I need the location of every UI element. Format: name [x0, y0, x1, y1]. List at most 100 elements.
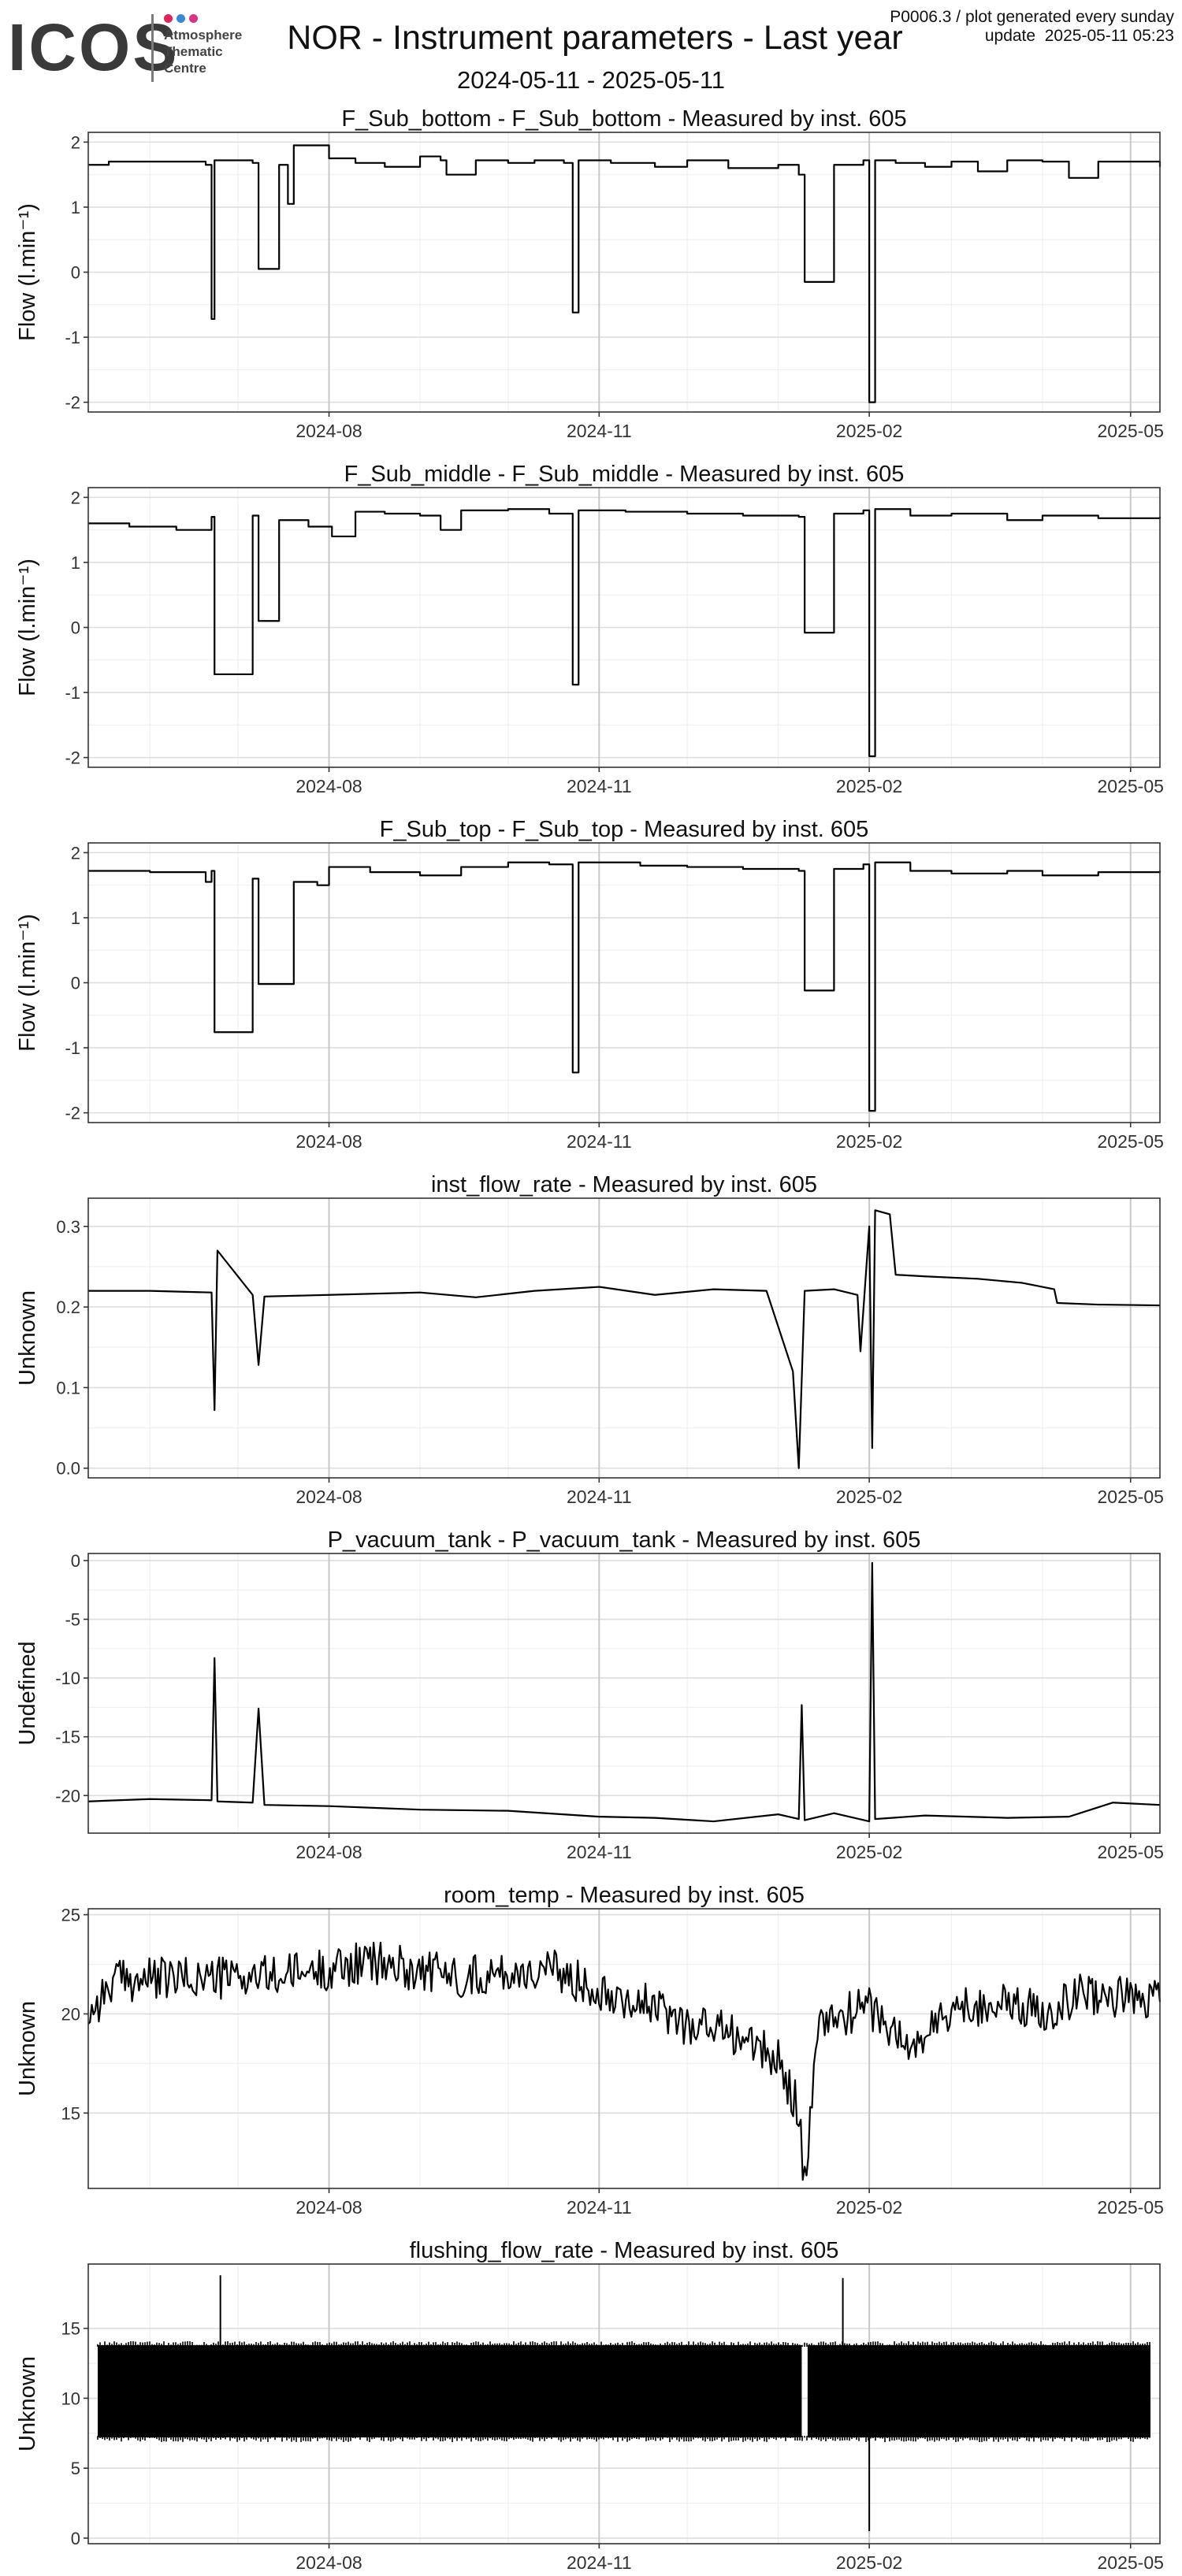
plot-border — [87, 1553, 1161, 1834]
chart-panel-1: F_Sub_bottom - F_Sub_bottom - Measured b… — [15, 106, 1164, 441]
chart-title: room_temp - Measured by inst. 605 — [444, 1883, 805, 1908]
y-tick-label: 1 — [71, 198, 80, 217]
chart-title: F_Sub_top - F_Sub_top - Measured by inst… — [380, 817, 869, 842]
series-band — [98, 2344, 802, 2438]
y-tick-label: -2 — [65, 1104, 80, 1123]
y-tick-label: 0 — [71, 618, 80, 638]
x-tick-label: 2024-08 — [296, 421, 362, 441]
x-tick-label: 2024-08 — [296, 1842, 362, 1862]
y-tick-label: 2 — [71, 132, 80, 152]
x-tick-label: 2025-05 — [1098, 2197, 1164, 2218]
chart-title: F_Sub_middle - F_Sub_middle - Measured b… — [344, 462, 905, 487]
x-tick-label: 2024-11 — [567, 1487, 632, 1507]
y-tick-label: 25 — [61, 1906, 80, 1925]
series-line — [87, 1941, 1162, 2181]
x-tick-label: 2025-05 — [1098, 1487, 1164, 1507]
x-tick-label: 2024-08 — [296, 1487, 362, 1507]
y-tick-label: 20 — [61, 2004, 80, 2024]
y-tick-label: 5 — [71, 2459, 80, 2478]
series-line — [88, 861, 1162, 1112]
x-tick-label: 2024-11 — [567, 1842, 632, 1862]
x-tick-label: 2024-11 — [567, 2197, 632, 2218]
y-tick-label: 2 — [71, 843, 80, 863]
icos-logo: ICOS Atmosphere Thematic Centre — [8, 8, 260, 83]
x-tick-label: 2024-08 — [296, 1131, 362, 1152]
y-tick-label: -2 — [65, 393, 80, 413]
plot-border — [87, 2263, 1161, 2544]
y-tick-label: -1 — [65, 1038, 80, 1058]
y-tick-label: 1 — [71, 553, 80, 573]
chart-title: P_vacuum_tank - P_vacuum_tank - Measured… — [328, 1527, 921, 1553]
header: ICOS Atmosphere Thematic Centre NOR - In… — [0, 0, 1182, 102]
plot-border — [87, 1908, 1161, 2189]
x-tick-label: 2025-02 — [836, 1842, 902, 1862]
y-tick-label: 2 — [71, 488, 80, 507]
series-line — [88, 1209, 1161, 1469]
chart-panel-6: room_temp - Measured by inst. 605 15 20 25 2… — [15, 1883, 1164, 2218]
plot-border — [87, 1197, 1161, 1479]
y-tick-label: 1 — [71, 908, 80, 928]
x-tick-label: 2025-05 — [1098, 1842, 1164, 1862]
y-tick-label: 0.3 — [56, 1217, 80, 1237]
date-range: 2024-05-11 - 2025-05-11 — [456, 66, 726, 94]
logo-divider — [151, 14, 154, 82]
page-title: NOR - Instrument parameters - Last year — [287, 19, 903, 57]
y-axis-label: Flow (l.min⁻¹) — [15, 203, 40, 341]
y-tick-label: 15 — [61, 2103, 80, 2123]
x-tick-label: 2024-08 — [296, 2197, 362, 2218]
y-tick-label: 0 — [71, 2529, 80, 2548]
y-tick-label: -10 — [55, 1668, 80, 1688]
x-tick-label: 2025-02 — [836, 2552, 902, 2573]
series-line — [88, 508, 1162, 758]
chart-panel-3: F_Sub_top - F_Sub_top - Measured by inst… — [15, 817, 1164, 1152]
y-tick-label: 10 — [61, 2389, 80, 2408]
chart-panel-4: inst_flow_rate - Measured by inst. 605 0.… — [15, 1172, 1164, 1507]
y-axis-label: Unknown — [15, 2356, 40, 2452]
product-info: P0006.3 / plot generated every sunday — [890, 8, 1174, 26]
logo-dots-icon — [164, 13, 202, 24]
chart-panel-2: F_Sub_middle - F_Sub_middle - Measured b… — [15, 462, 1164, 796]
y-tick-label: 0.1 — [56, 1378, 80, 1397]
chart-title: flushing_flow_rate - Measured by inst. 6… — [410, 2238, 839, 2263]
update-info: update 2025-05-11 05:23 — [984, 27, 1174, 45]
x-tick-label: 2025-05 — [1098, 421, 1164, 441]
chart-panel-7: flushing_flow_rate - Measured by inst. 6… — [15, 2238, 1164, 2573]
series-line — [87, 1561, 1161, 1823]
y-tick-label: 0.0 — [56, 1459, 80, 1479]
y-axis-label: Flow (l.min⁻¹) — [15, 914, 40, 1052]
x-tick-label: 2025-02 — [836, 2197, 902, 2218]
chart-panel-5: P_vacuum_tank - P_vacuum_tank - Measured… — [15, 1527, 1164, 1862]
x-tick-label: 2025-05 — [1098, 2552, 1164, 2573]
series-band-edge — [97, 2340, 1150, 2443]
x-tick-label: 2025-02 — [836, 421, 902, 441]
x-tick-label: 2025-02 — [836, 1131, 902, 1152]
chart-title: F_Sub_bottom - F_Sub_bottom - Measured b… — [341, 106, 906, 132]
y-tick-label: -1 — [65, 683, 80, 703]
logo-subtitle: Atmosphere Thematic Centre — [164, 28, 243, 76]
y-axis-label: Unknown — [15, 1290, 40, 1386]
y-tick-label: -1 — [65, 328, 80, 347]
x-tick-label: 2024-11 — [567, 2552, 632, 2573]
y-axis-label: Unknown — [15, 2001, 40, 2096]
x-tick-label: 2024-11 — [567, 1131, 632, 1152]
y-axis-label: Flow (l.min⁻¹) — [15, 559, 40, 696]
y-tick-label: 15 — [61, 2319, 80, 2339]
series-line — [88, 144, 1162, 403]
y-axis-label: Undefined — [15, 1641, 40, 1745]
x-tick-label: 2024-08 — [296, 2552, 362, 2573]
y-tick-label: -15 — [55, 1728, 80, 1747]
y-tick-label: 0 — [71, 263, 80, 283]
x-tick-label: 2025-05 — [1098, 1131, 1164, 1152]
y-tick-label: -20 — [55, 1786, 80, 1806]
y-tick-label: 0 — [71, 1551, 80, 1571]
y-tick-label: -2 — [65, 748, 80, 768]
y-tick-label: 0 — [71, 974, 80, 993]
x-tick-label: 2024-11 — [567, 421, 632, 441]
series-band — [807, 2344, 1150, 2438]
y-tick-label: -5 — [65, 1610, 80, 1630]
logo-wordmark: ICOS — [8, 10, 180, 84]
x-tick-label: 2024-08 — [296, 776, 362, 796]
x-tick-label: 2024-11 — [567, 776, 632, 796]
x-tick-label: 2025-05 — [1098, 776, 1164, 796]
